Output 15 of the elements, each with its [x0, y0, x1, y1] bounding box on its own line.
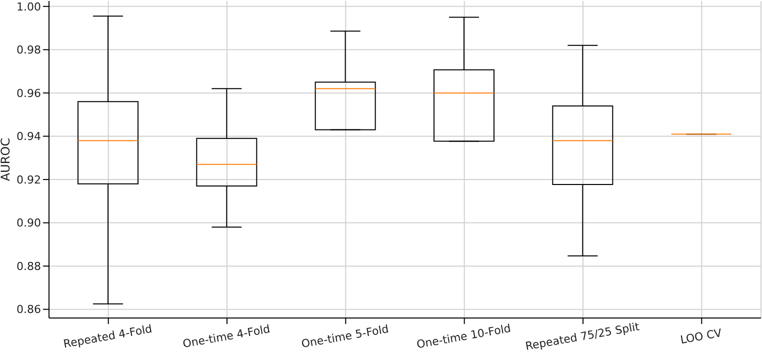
y-tick-label: 0.86: [16, 303, 41, 316]
y-tick-label: 1.00: [16, 0, 41, 14]
y-tick-label: 0.90: [16, 216, 41, 230]
x-tick-label: Repeated 4-Fold: [62, 322, 153, 351]
y-tick-label: 0.94: [16, 130, 41, 144]
x-tick-label: One-time 10-Fold: [416, 322, 512, 352]
x-tick-label: One-time 4-Fold: [182, 322, 272, 351]
y-tick-label: 0.92: [16, 173, 41, 186]
x-tick-label: One-time 5-Fold: [300, 322, 390, 351]
y-tick-label: 0.88: [16, 260, 41, 273]
y-tick-label: 0.96: [16, 86, 41, 100]
x-tick-label: Repeated 75/25 Split: [524, 320, 642, 353]
y-axis-title: AUROC: [0, 138, 12, 182]
y-tick-label: 0.98: [16, 44, 41, 57]
x-tick-label: LOO CV: [679, 326, 724, 347]
